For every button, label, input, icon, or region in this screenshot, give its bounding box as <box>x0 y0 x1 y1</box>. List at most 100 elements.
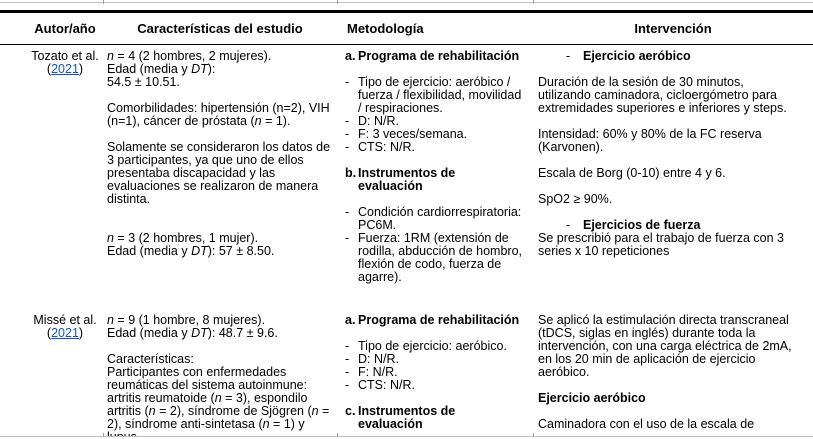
paragraph: Se aplicó la estimulación directa transc… <box>538 314 797 379</box>
list-item: - F: 3 veces/semana. <box>345 128 528 141</box>
column-header-caracteristicas: Características del estudio <box>137 21 303 36</box>
paragraph: (2021) <box>27 327 103 340</box>
list-marker: - <box>345 114 350 128</box>
paragraph: Missé et al. <box>27 314 103 327</box>
text-run: n <box>254 114 262 128</box>
list-item-text: Ejercicio aeróbico <box>583 50 797 63</box>
text-run: Programa de rehabilitación <box>358 313 520 327</box>
paragraph: Intensidad: 60% y 80% de la FC reserva (… <box>538 128 797 154</box>
list-item-text: D: N/R. <box>358 115 528 128</box>
paragraph: 54.5 ± 10.51. <box>107 76 337 89</box>
list-item: - D: N/R. <box>345 353 528 366</box>
text-run: Intensidad: 60% y 80% de la FC reserva (… <box>538 127 762 154</box>
list-marker: a. <box>345 49 356 63</box>
list-item: - Ejercicio aeróbico <box>566 50 797 63</box>
list-item-text: Tipo de ejercicio: aeróbico / fuerza / f… <box>358 76 528 115</box>
list-item: - D: N/R. <box>345 115 528 128</box>
list-item: c. Instrumentos de evaluación <box>345 405 528 431</box>
column-border-tick <box>533 433 534 437</box>
list-marker: - <box>345 352 350 366</box>
text-run: Tozato et al. <box>31 49 99 63</box>
list-item-text: Instrumentos de evaluación <box>358 405 528 431</box>
text-run: = 2), síndrome de Sjögren ( <box>155 404 312 418</box>
cell-caracteristicas: n = 9 (1 hombre, 8 mujeres). Edad (media … <box>103 311 337 437</box>
text-run: ( <box>46 62 52 76</box>
text-run: n <box>214 391 222 405</box>
column-border-tick <box>337 433 338 437</box>
list-marker: b. <box>345 166 357 180</box>
column-border-tick <box>103 433 104 437</box>
text-run: Fuerza: 1RM (extensión de rodilla, abduc… <box>358 231 522 284</box>
paragraph: Ejercicio aeróbico <box>538 392 797 405</box>
text-run: Escala de Borg (0-10) entre 4 y 6. <box>538 166 726 180</box>
paragraph: Comorbilidades: hipertensión (n=2), VIH … <box>107 102 337 128</box>
paragraph: SpO2 ≥ 90%. <box>538 193 797 206</box>
list-marker: - <box>345 339 350 353</box>
table-gridline-top <box>0 2 813 3</box>
list-item-text: Programa de rehabilitación <box>358 314 528 327</box>
list-item: - F: N/R. <box>345 366 528 379</box>
cell-metodologia: a. Programa de rehabilitación - Tipo de eje… <box>337 311 533 436</box>
text-run: Características: <box>107 352 194 366</box>
text-run: Duración de la sesión de 30 minutos, uti… <box>538 75 787 115</box>
text-run: Se aplicó la estimulación directa transc… <box>538 313 792 379</box>
text-run: ): 57 ± 8.50. <box>207 244 275 258</box>
list-item-text: Fuerza: 1RM (extensión de rodilla, abduc… <box>358 232 528 284</box>
text-run: DT <box>191 62 208 76</box>
text-run: Tipo de ejercicio: aeróbico. <box>358 339 507 353</box>
list-item: - CTS: N/R. <box>345 379 528 392</box>
text-run: Tipo de ejercicio: aeróbico / fuerza / f… <box>358 75 522 115</box>
paragraph: n = 9 (1 hombre, 8 mujeres). <box>107 314 337 327</box>
text-run: CTS: N/R. <box>358 140 415 154</box>
year-link[interactable]: 2021 <box>51 62 79 76</box>
text-run: Missé et al. <box>33 313 97 327</box>
text-run: Edad (media y <box>107 326 192 340</box>
paragraph: Escala de Borg (0-10) entre 4 y 6. <box>538 167 797 180</box>
list-item-text: F: N/R. <box>358 366 528 379</box>
text-run: evaluación <box>358 179 423 193</box>
paragraph: Solamente se consideraron los datos de 3… <box>107 141 337 206</box>
list-marker: - <box>566 49 571 63</box>
text-run: = 3), espondilo artritis ( <box>107 391 308 418</box>
text-run: Comorbilidades: hipertensión (n=2), VIH … <box>107 101 330 128</box>
paragraph: Edad (media y DT): 57 ± 8.50. <box>107 245 337 258</box>
paragraph: Participantes con enfermedades reumática… <box>107 366 337 437</box>
year-link[interactable]: 2021 <box>51 326 79 340</box>
list-item: b. Instrumentos de evaluación <box>345 167 528 193</box>
list-item: - CTS: N/R. <box>345 141 528 154</box>
text-run: = 2), síndrome anti-sintetasa ( <box>107 404 330 431</box>
table-gridline-bottom <box>0 436 813 437</box>
text-run: Instrumentos de <box>358 166 456 180</box>
list-marker: - <box>345 140 350 154</box>
text-run: Caminadora con el uso de la escala de <box>538 417 755 431</box>
text-run: n <box>311 404 319 418</box>
text-run: Edad (media y <box>107 244 192 258</box>
list-marker: - <box>345 205 350 219</box>
paragraph: (2021) <box>27 63 103 76</box>
list-item: - Condición cardiorrespiratoria: PC6M. <box>345 206 528 232</box>
list-item-text: CTS: N/R. <box>358 141 528 154</box>
list-marker: - <box>345 75 350 89</box>
list-marker: - <box>345 231 350 245</box>
column-border-tick <box>337 0 338 4</box>
paragraph: Se prescribió para el trabajo de fuerza … <box>538 232 797 258</box>
list-item: - Tipo de ejercicio: aeróbico / fuerza / … <box>345 76 528 115</box>
text-run: evaluación <box>358 417 423 431</box>
list-marker: - <box>566 218 571 232</box>
list-item: a. Programa de rehabilitación <box>345 50 528 63</box>
list-marker: c. <box>345 404 356 418</box>
paragraph: Edad (media y DT): <box>107 63 337 76</box>
text-run: Condición cardiorrespiratoria: PC6M. <box>358 205 522 232</box>
text-run: ) <box>78 62 84 76</box>
column-border-tick <box>533 0 534 4</box>
table-body: Tozato et al. (2021) n = 4 (2 hombres, 2 … <box>0 45 813 437</box>
paragraph: n = 4 (2 hombres, 2 mujeres). <box>107 50 337 63</box>
list-item-text: Tipo de ejercicio: aeróbico. <box>358 340 528 353</box>
paragraph: n = 3 (2 hombres, 1 mujer). <box>107 232 337 245</box>
text-run: Programa de rehabilitación <box>358 49 520 63</box>
text-run: 54.5 ± 10.51. <box>107 75 180 89</box>
table-row-tozato: Tozato et al. (2021) n = 4 (2 hombres, 2 … <box>0 45 813 311</box>
text-run: = 1). <box>261 114 291 128</box>
column-header-metodologia: Metodología <box>347 21 424 36</box>
text-run: Solamente se consideraron los datos de 3… <box>107 140 331 206</box>
